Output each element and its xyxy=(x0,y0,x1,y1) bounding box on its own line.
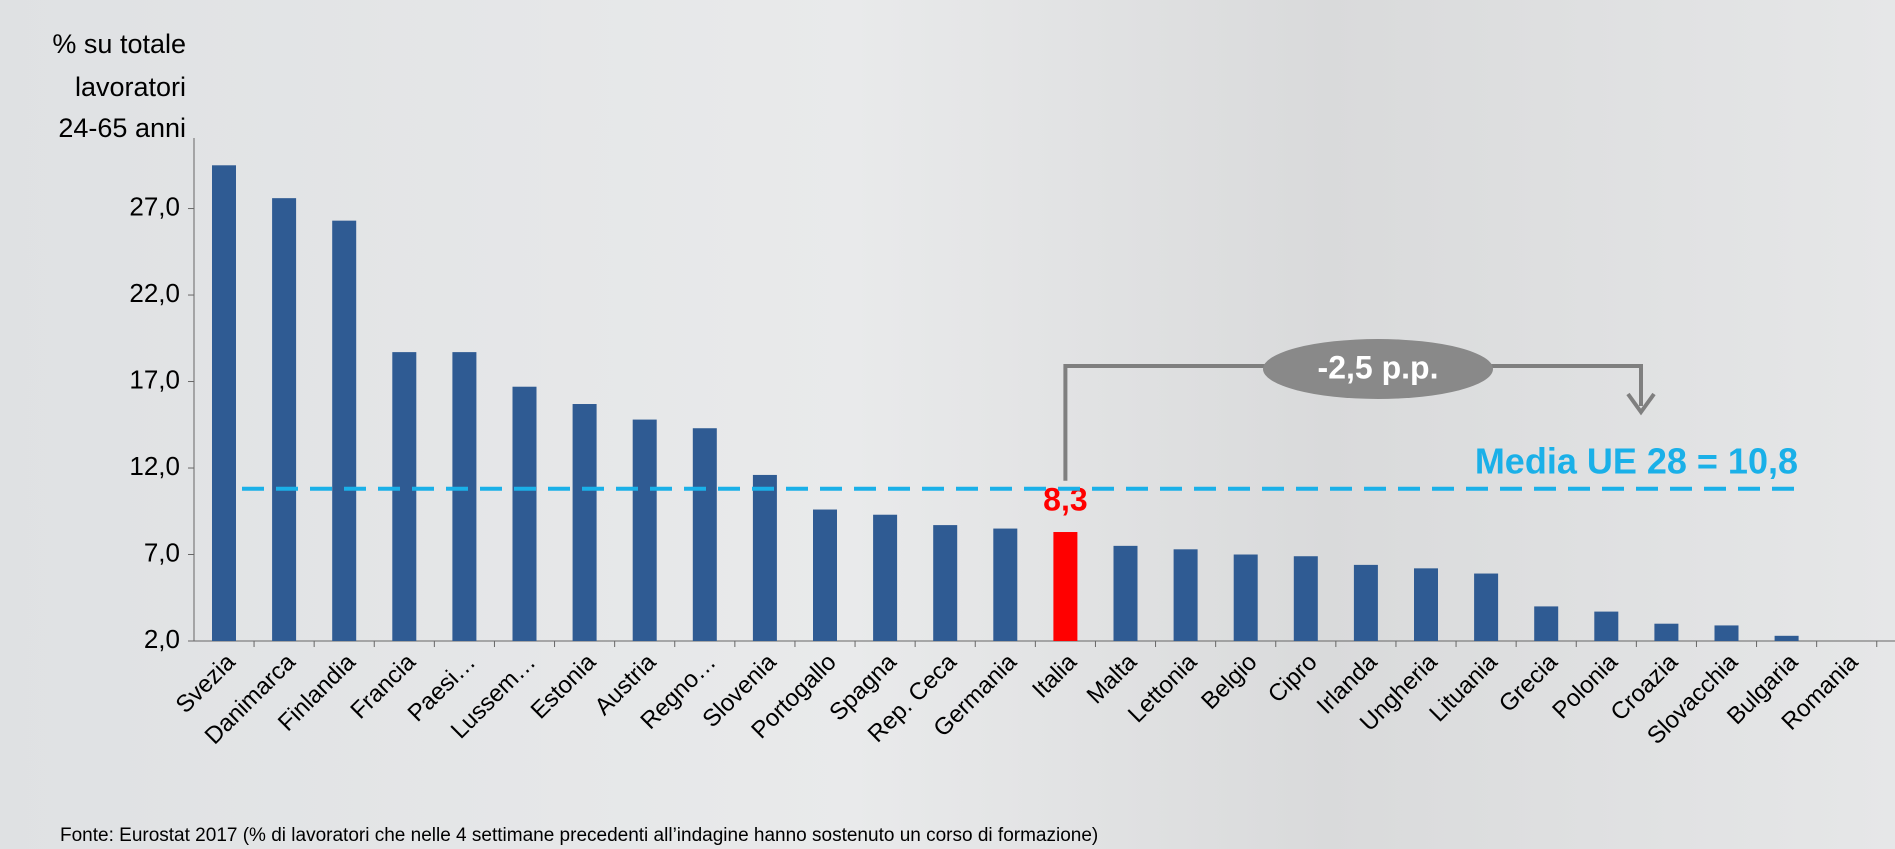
bar xyxy=(632,419,657,641)
x-tick-label: Belgio xyxy=(1196,649,1262,715)
bar xyxy=(572,404,597,641)
x-tick-label: Lituania xyxy=(1424,648,1503,727)
y-label-line: 24-65 anni xyxy=(58,113,186,143)
gap-bubble xyxy=(1263,339,1493,399)
bar xyxy=(1594,611,1619,641)
bar xyxy=(692,428,717,641)
bar xyxy=(452,352,477,641)
y-label-line: lavoratori xyxy=(75,72,186,102)
y-tick-label: 2,0 xyxy=(144,624,180,654)
bar xyxy=(873,514,898,641)
bar xyxy=(1113,545,1138,641)
bar xyxy=(1053,532,1078,641)
x-tick-label: Italia xyxy=(1027,648,1082,703)
bar xyxy=(752,474,777,641)
bar xyxy=(1233,554,1258,641)
y-tick-label: 27,0 xyxy=(129,191,180,221)
bar xyxy=(392,352,417,641)
bar xyxy=(1654,623,1679,641)
y-tick-label: 12,0 xyxy=(129,451,180,481)
y-tick-label: 22,0 xyxy=(129,278,180,308)
bar xyxy=(1293,556,1318,641)
bar xyxy=(512,386,537,641)
bar xyxy=(1714,625,1739,641)
bar xyxy=(933,525,958,641)
bar xyxy=(1474,573,1499,641)
x-tick-label: Lettonia xyxy=(1123,648,1203,728)
gap-arrow xyxy=(1626,392,1656,416)
bar xyxy=(813,509,837,641)
bar xyxy=(993,528,1018,641)
bar xyxy=(212,165,236,641)
bar xyxy=(272,198,297,641)
y-label-line: % su totale xyxy=(52,29,186,59)
bar xyxy=(1414,568,1438,641)
reference-label: Media UE 28 = 10,8 xyxy=(1475,440,1798,481)
y-tick-label: 7,0 xyxy=(144,537,180,567)
bar xyxy=(332,220,357,641)
x-tick-label: Estonia xyxy=(526,648,602,724)
bar xyxy=(1774,635,1799,641)
bar xyxy=(1353,564,1378,641)
bar xyxy=(1173,549,1198,641)
source: Fonte: Eurostat 2017 (% di lavoratori ch… xyxy=(60,825,1098,846)
gap-label: -2,5 p.p. xyxy=(1318,349,1439,385)
y-tick-label: 17,0 xyxy=(129,364,180,394)
bar xyxy=(1534,606,1559,641)
